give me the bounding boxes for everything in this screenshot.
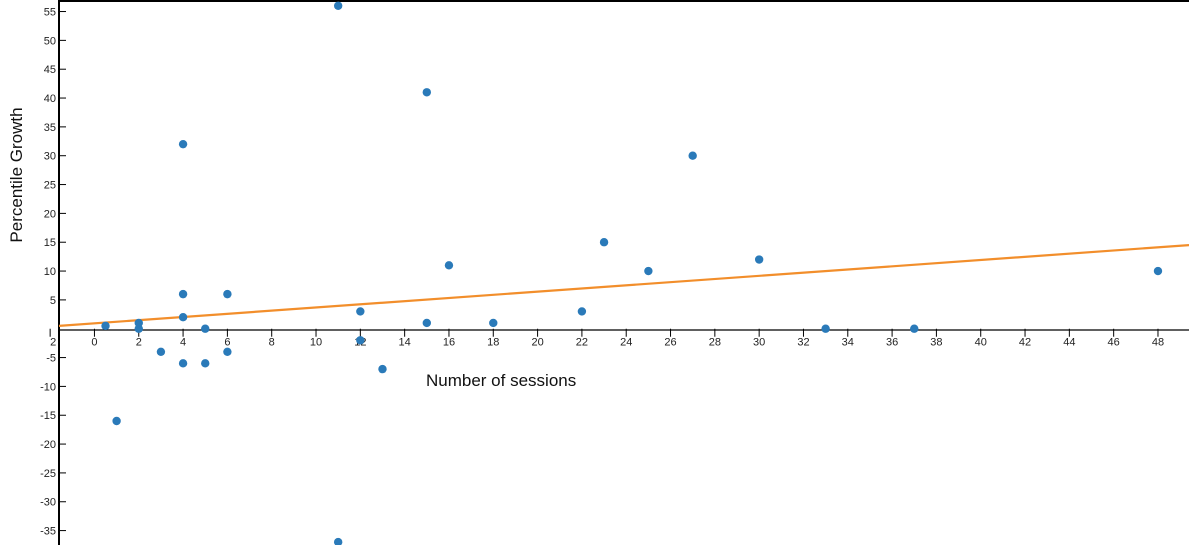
data-point <box>134 324 143 333</box>
y-tick-label: 55 <box>44 7 56 19</box>
y-tick-label: 50 <box>44 35 56 47</box>
trendline <box>58 244 1189 327</box>
y-tick-label: 10 <box>44 266 56 278</box>
x-tick-label: 38 <box>930 337 942 349</box>
y-tick-label: 45 <box>44 64 56 76</box>
data-point <box>223 289 232 299</box>
data-point <box>688 151 697 160</box>
y-tick-label: -20 <box>40 439 56 451</box>
x-tick-label: 14 <box>399 337 411 349</box>
data-point <box>201 324 210 333</box>
y-tick-label: 40 <box>44 93 56 105</box>
data-point <box>489 318 498 328</box>
data-point <box>201 359 210 368</box>
data-point <box>910 324 919 333</box>
x-tick-label: 46 <box>1108 337 1120 349</box>
data-point <box>754 255 764 264</box>
data-point <box>178 312 188 322</box>
x-tick-label: 26 <box>664 337 676 349</box>
y-tick-label: -10 <box>40 381 56 393</box>
y-axis-title: Percentile Growth <box>7 107 26 242</box>
x-tick-label: 48 <box>1152 337 1164 349</box>
data-point <box>378 364 387 374</box>
x-tick-label: 8 <box>269 337 275 349</box>
y-tick-group: 55 50 45 40 35 30 25 20 15 10 5 -5 -10 -15 -20 -25 -30 -3… <box>40 7 66 538</box>
data-points <box>101 1 1163 545</box>
x-tick-label: 22 <box>576 337 588 349</box>
data-point <box>422 318 432 328</box>
data-point <box>178 359 188 368</box>
data-point <box>577 307 587 316</box>
x-tick-label: 40 <box>975 337 987 349</box>
x-tick-label: 24 <box>620 337 632 349</box>
data-point <box>178 139 188 149</box>
data-point <box>356 307 365 316</box>
x-tick-label: 44 <box>1063 337 1075 349</box>
data-point <box>178 289 188 299</box>
x-tick-label: 10 <box>310 337 322 349</box>
x-tick-label: 18 <box>487 337 499 349</box>
y-tick-label: -5 <box>46 353 56 365</box>
x-tick-label: 0 <box>91 337 97 349</box>
y-tick-label: 30 <box>44 151 56 163</box>
x-tick-label: 4 <box>180 337 186 349</box>
x-tick-label: 28 <box>709 337 721 349</box>
data-point <box>223 347 232 356</box>
y-tick-label: 20 <box>44 208 56 220</box>
y-tick-label: -30 <box>40 497 56 509</box>
data-point <box>156 347 166 356</box>
x-tick-label: 30 <box>753 337 765 349</box>
x-tick-label: 2 <box>136 337 142 349</box>
y-tick-label: 15 <box>44 237 56 249</box>
data-point <box>356 336 365 345</box>
x-tick-group: 2024681012141618202224262830323436384042… <box>49 328 1164 349</box>
x-tick-label: 34 <box>842 337 854 349</box>
x-tick-label: 32 <box>797 337 809 349</box>
data-point <box>333 1 343 10</box>
data-point <box>422 88 432 97</box>
x-tick-label: 36 <box>886 337 898 349</box>
y-tick-label: -25 <box>40 468 56 480</box>
data-point <box>1153 266 1163 276</box>
x-axis-title: Number of sessions <box>426 371 576 390</box>
y-tick-label: 35 <box>44 122 56 134</box>
data-point <box>134 318 143 328</box>
data-point <box>644 266 653 276</box>
data-point <box>821 324 830 333</box>
x-tick-label: 2 <box>50 337 56 349</box>
data-point <box>599 238 609 247</box>
x-tick-label: 42 <box>1019 337 1031 349</box>
y-tick-label: 5 <box>50 295 56 307</box>
data-point <box>101 321 110 331</box>
y-tick-label: -15 <box>40 410 56 422</box>
y-tick-label: 25 <box>44 180 56 192</box>
data-point <box>444 261 454 270</box>
axes <box>58 0 1189 545</box>
x-tick-label: 16 <box>443 337 455 349</box>
data-point <box>333 537 343 545</box>
data-point <box>112 416 121 426</box>
x-tick-label: 6 <box>224 337 230 349</box>
y-tick-label: -35 <box>40 526 56 538</box>
x-tick-label: 20 <box>531 337 543 349</box>
